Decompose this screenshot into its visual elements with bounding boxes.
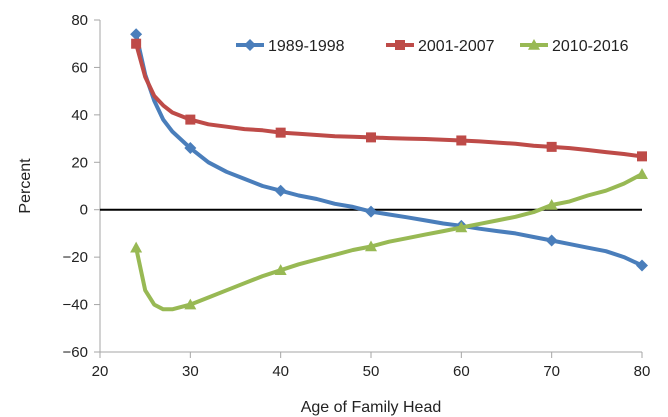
legend-item-2010-2016: 2010-2016 — [520, 38, 629, 55]
legend-label: 2001-2007 — [418, 38, 495, 55]
series-line-2001-2007 — [134, 41, 644, 159]
series-layer — [130, 28, 648, 312]
data-point-1989-1998 — [130, 28, 143, 41]
data-point-2001-2007 — [456, 135, 467, 146]
data-point-2010-2016 — [184, 298, 197, 310]
legend-swatch-marker — [244, 39, 256, 51]
legend-item-1989-1998: 1989-1998 — [236, 38, 345, 55]
legend-swatch-marker — [395, 40, 405, 50]
y-tick-label: −20 — [63, 249, 88, 266]
data-point-2001-2007 — [275, 127, 286, 138]
x-tick-label: 80 — [634, 363, 651, 380]
legend: 1989-1998 2001-2007 2010-2016 — [236, 38, 629, 55]
legend-label: 2010-2016 — [552, 38, 629, 55]
data-point-2001-2007 — [185, 114, 196, 125]
data-point-2010-2016 — [545, 198, 558, 210]
data-point-1989-1998 — [184, 142, 197, 155]
y-tick-label: 0 — [80, 202, 88, 219]
data-point-1989-1998 — [545, 234, 558, 247]
series-2001-2007 — [131, 38, 647, 162]
legend-label: 1989-1998 — [268, 38, 345, 55]
data-point-2010-2016 — [365, 240, 377, 252]
y-tick-label: 80 — [71, 12, 88, 29]
data-point-2001-2007 — [366, 132, 376, 143]
data-point-2010-2016 — [636, 168, 648, 179]
y-tick-label: 20 — [71, 154, 88, 171]
legend-swatch-marker — [528, 39, 540, 50]
x-tick-label: 30 — [182, 363, 199, 380]
data-point-2001-2007 — [637, 151, 647, 162]
x-tick-label: 70 — [543, 363, 560, 380]
y-tick-label: −40 — [63, 297, 88, 314]
x-tick-label: 20 — [92, 363, 109, 380]
data-point-2010-2016 — [455, 221, 468, 233]
y-tick-label: −60 — [63, 344, 88, 361]
y-axis-title: Percent — [17, 158, 34, 214]
data-point-1989-1998 — [636, 259, 648, 272]
x-axis-title: Age of Family Head — [301, 399, 442, 416]
x-tick-label: 50 — [363, 363, 380, 380]
data-point-2001-2007 — [546, 141, 557, 152]
series-2010-2016 — [130, 168, 648, 312]
data-point-1989-1998 — [365, 205, 377, 218]
data-point-2010-2016 — [130, 241, 143, 253]
y-tick-label: 60 — [71, 59, 88, 76]
data-point-1989-1998 — [274, 184, 287, 197]
x-tick-label: 40 — [272, 363, 289, 380]
axes: −60 −40 −20 0 20 40 60 80 20 30 40 50 60 70 80 — [63, 12, 651, 380]
x-tick-label: 60 — [453, 363, 470, 380]
legend-item-2001-2007: 2001-2007 — [386, 38, 495, 55]
y-tick-label: 40 — [71, 107, 88, 124]
data-point-2010-2016 — [274, 264, 287, 275]
data-point-2001-2007 — [131, 38, 142, 49]
